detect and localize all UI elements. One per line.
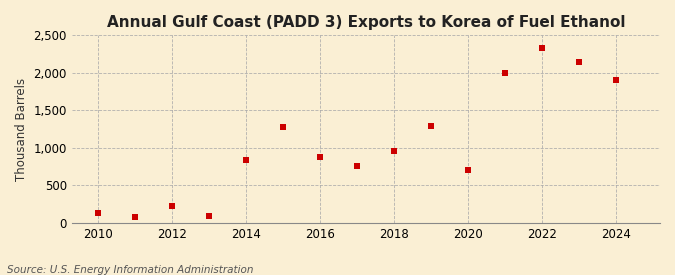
Text: Source: U.S. Energy Information Administration: Source: U.S. Energy Information Administ… <box>7 265 253 275</box>
Y-axis label: Thousand Barrels: Thousand Barrels <box>15 78 28 181</box>
Title: Annual Gulf Coast (PADD 3) Exports to Korea of Fuel Ethanol: Annual Gulf Coast (PADD 3) Exports to Ko… <box>107 15 625 30</box>
